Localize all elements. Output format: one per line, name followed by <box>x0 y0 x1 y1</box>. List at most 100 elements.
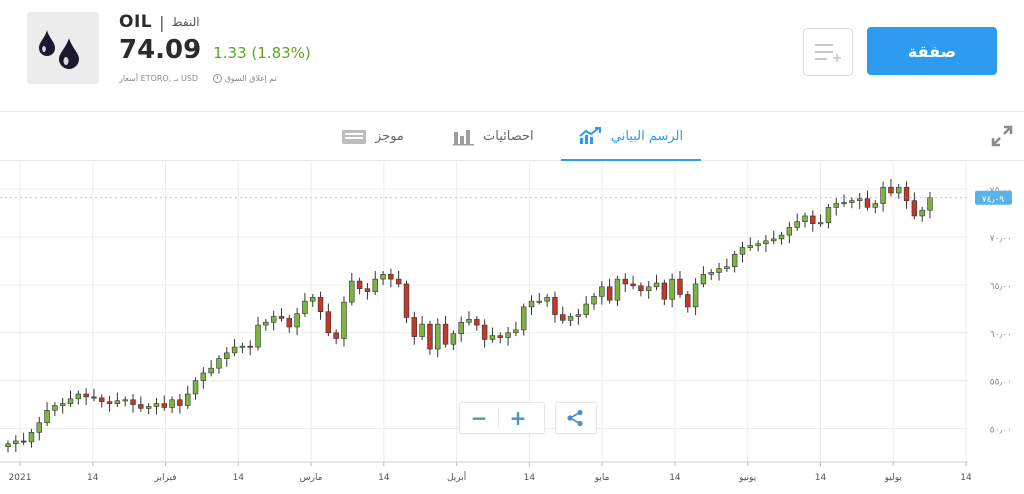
tab-feed-label: موجز <box>375 129 404 144</box>
candle-body <box>817 222 824 225</box>
candle-body <box>435 323 441 350</box>
candle-body <box>685 294 691 308</box>
candle-body <box>552 297 558 315</box>
y-tick-label: ٥٥٫٠٠ <box>990 378 1012 388</box>
x-tick-label: فبراير <box>154 473 177 483</box>
candle-body <box>255 324 261 348</box>
tab-chart-label: الرسم البياني <box>610 128 684 144</box>
candle-body <box>575 314 582 317</box>
candle-body <box>544 297 550 302</box>
candle-body <box>388 274 394 280</box>
candle-body <box>708 272 714 275</box>
candle-body <box>536 300 543 303</box>
candle-body <box>810 215 816 224</box>
candle-body <box>755 243 761 246</box>
candle-body <box>661 282 668 300</box>
y-tick-label: ٧٠٫٠٠ <box>990 234 1012 244</box>
candle-body <box>325 311 332 334</box>
candle-body <box>372 278 378 292</box>
market-status: تم إغلاق السوق <box>210 74 277 83</box>
expand-icon <box>991 125 1013 147</box>
candle-body <box>700 274 707 285</box>
zoom-out-button[interactable]: − <box>470 406 488 430</box>
candle-body <box>771 238 777 242</box>
candle-body <box>731 253 738 267</box>
candle-body <box>122 399 128 402</box>
candle-body <box>825 207 832 223</box>
zoom-divider <box>498 408 499 428</box>
candle-body <box>270 316 277 323</box>
candle-body <box>716 268 722 273</box>
tab-stats-label: احصائيات <box>483 129 534 144</box>
current-price: 74.09 <box>119 35 202 65</box>
candle-body <box>145 406 152 409</box>
candle-body <box>177 399 183 406</box>
instrument-header: OIL | النفط 74.09 1.33 (1.83%) أسعار ETO… <box>0 0 1024 112</box>
candle-body <box>20 440 27 443</box>
candle-body <box>67 398 74 404</box>
candle-body <box>138 404 144 409</box>
candle-body <box>364 288 371 292</box>
candle-body <box>44 410 50 424</box>
candle-body <box>520 306 527 331</box>
price-chart[interactable]: ٥٠٫٠٠٥٥٫٠٠٦٠٫٠٠٦٥٫٠٠٧٠٫٠٠٧٥٫٠٠202114فبرا… <box>0 162 1024 494</box>
price-row: 74.09 1.33 (1.83%) <box>119 35 311 65</box>
zoom-in-button[interactable]: + <box>509 406 527 430</box>
instrument-tabs: موجز احصائيات الرسم البياني <box>0 113 1024 161</box>
zoom-controls: − + <box>459 402 545 434</box>
candle-body <box>739 247 746 255</box>
candle-body <box>911 200 918 217</box>
x-tick-label: 14 <box>378 473 390 483</box>
bar-stats-icon <box>453 129 474 145</box>
candle-body <box>903 186 910 201</box>
candle-body <box>395 278 402 285</box>
candle-body <box>302 300 308 314</box>
candle-body <box>83 393 89 398</box>
candle-body <box>638 285 644 291</box>
candle-body <box>763 240 769 245</box>
candle-body <box>380 274 386 280</box>
tab-chart[interactable]: الرسم البياني <box>561 113 701 161</box>
oil-drops-icon <box>39 30 79 69</box>
candle-body <box>567 316 574 321</box>
candle-body <box>263 321 269 326</box>
candle-body <box>356 280 363 290</box>
symbol-separator: | <box>159 12 165 32</box>
candle-body <box>13 440 19 445</box>
candle-body <box>896 186 902 194</box>
share-icon <box>567 409 583 427</box>
candle-body <box>153 403 160 407</box>
x-tick-label: مايو <box>594 473 610 483</box>
candle-body <box>99 397 105 402</box>
candle-body <box>403 283 410 318</box>
tab-feed[interactable]: موجز <box>341 113 404 160</box>
x-tick-label: 14 <box>960 473 972 483</box>
candle-body <box>36 422 42 433</box>
share-button[interactable] <box>555 402 597 434</box>
price-meta: أسعار ETORO, بـ USD تم إغلاق السوق <box>119 74 277 83</box>
x-tick-label: 2021 <box>9 473 32 483</box>
candle-body <box>231 346 238 354</box>
candle-body <box>606 286 613 301</box>
x-tick-label: يونيو <box>738 473 757 483</box>
trade-button[interactable]: صفقة <box>867 27 997 75</box>
candle-body <box>286 318 293 328</box>
candle-body <box>349 280 355 303</box>
share-icon-wrap <box>556 403 594 433</box>
add-to-watchlist-button[interactable] <box>803 28 853 76</box>
x-tick-label: 14 <box>815 473 827 483</box>
candle-body <box>411 317 418 337</box>
fullscreen-button[interactable] <box>990 124 1014 148</box>
candle-body <box>59 403 66 406</box>
candle-body <box>192 380 199 395</box>
candle-body <box>427 323 433 350</box>
instrument-name: النفط <box>171 15 200 29</box>
candle-body <box>497 335 503 338</box>
candle-body <box>184 393 191 406</box>
x-tick-label: يوليو <box>884 473 903 483</box>
candle-body <box>599 286 605 297</box>
tab-stats[interactable]: احصائيات <box>453 113 534 160</box>
candle-body <box>130 399 136 405</box>
candle-body <box>450 333 457 345</box>
candle-body <box>317 297 324 312</box>
